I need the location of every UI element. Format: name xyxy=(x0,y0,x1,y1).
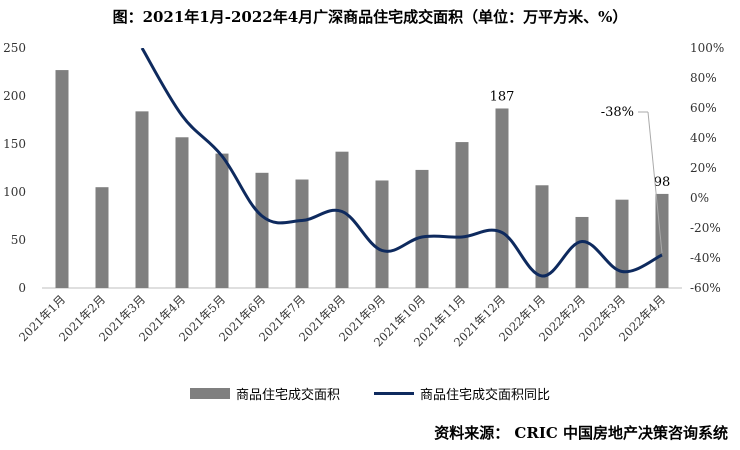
chart-title: 图：2021年1月-2022年4月广深商品住宅成交面积（单位：万平方米、%） xyxy=(112,8,628,26)
bar xyxy=(535,185,549,288)
leader-line xyxy=(647,111,663,254)
bar-data-label: 187 xyxy=(490,89,515,104)
bar xyxy=(615,199,629,288)
legend-item-bar: 商品住宅成交面积 xyxy=(189,384,340,403)
y-left-tick-label: 250 xyxy=(3,41,26,55)
legend: 商品住宅成交面积 商品住宅成交面积同比 xyxy=(0,384,740,403)
bar xyxy=(415,169,429,288)
bar xyxy=(215,153,229,288)
y-right-tick-label: 20% xyxy=(690,161,717,175)
combo-chart: 0 50 100 150 200 250 -60% -40% -20% 0% 20% 40% 60% 80… xyxy=(3,41,724,349)
y-left-tick-label: 100 xyxy=(3,185,26,199)
y-left-tick-label: 150 xyxy=(3,137,26,151)
y-right-tick-label: -40% xyxy=(690,251,721,265)
bar xyxy=(175,137,189,288)
bar xyxy=(575,216,589,288)
bar xyxy=(295,179,309,288)
data-labels: 187 98 -38% xyxy=(490,89,671,254)
line-series xyxy=(140,48,663,278)
legend-swatch-line xyxy=(374,392,414,395)
bar xyxy=(55,70,69,288)
y-right-tick-label: -60% xyxy=(690,281,721,295)
legend-item-line: 商品住宅成交面积同比 xyxy=(374,384,550,403)
y-right-tick-label: 100% xyxy=(690,41,724,55)
bar xyxy=(335,151,349,288)
bar xyxy=(375,180,389,288)
source-note: 资料来源： CRIC 中国房地产决策咨询系统 xyxy=(434,424,728,442)
bar xyxy=(255,172,269,288)
y-right-tick-label: 40% xyxy=(690,131,717,145)
y-left-tick-label: 200 xyxy=(3,89,26,103)
bar xyxy=(495,108,509,288)
bar xyxy=(95,187,109,288)
axes: 0 50 100 150 200 250 -60% -40% -20% 0% 20% 40% 60% 80… xyxy=(3,41,724,349)
bar-data-label: 98 xyxy=(654,175,671,190)
bar xyxy=(455,142,469,288)
bar xyxy=(135,111,149,288)
y-left-tick-label: 50 xyxy=(11,233,26,247)
y-left-tick-label: 0 xyxy=(18,281,26,295)
y-right-tick-label: 60% xyxy=(690,101,717,115)
bar-series xyxy=(55,70,669,288)
legend-label-bar: 商品住宅成交面积 xyxy=(235,388,340,403)
y-right-tick-label: -20% xyxy=(690,221,721,235)
yoy-line xyxy=(140,48,663,278)
line-data-label: -38% xyxy=(601,105,634,120)
legend-label-line: 商品住宅成交面积同比 xyxy=(420,388,551,403)
y-right-tick-label: 0% xyxy=(690,191,709,205)
legend-swatch-bar xyxy=(189,388,230,399)
y-right-tick-label: 80% xyxy=(690,71,717,85)
